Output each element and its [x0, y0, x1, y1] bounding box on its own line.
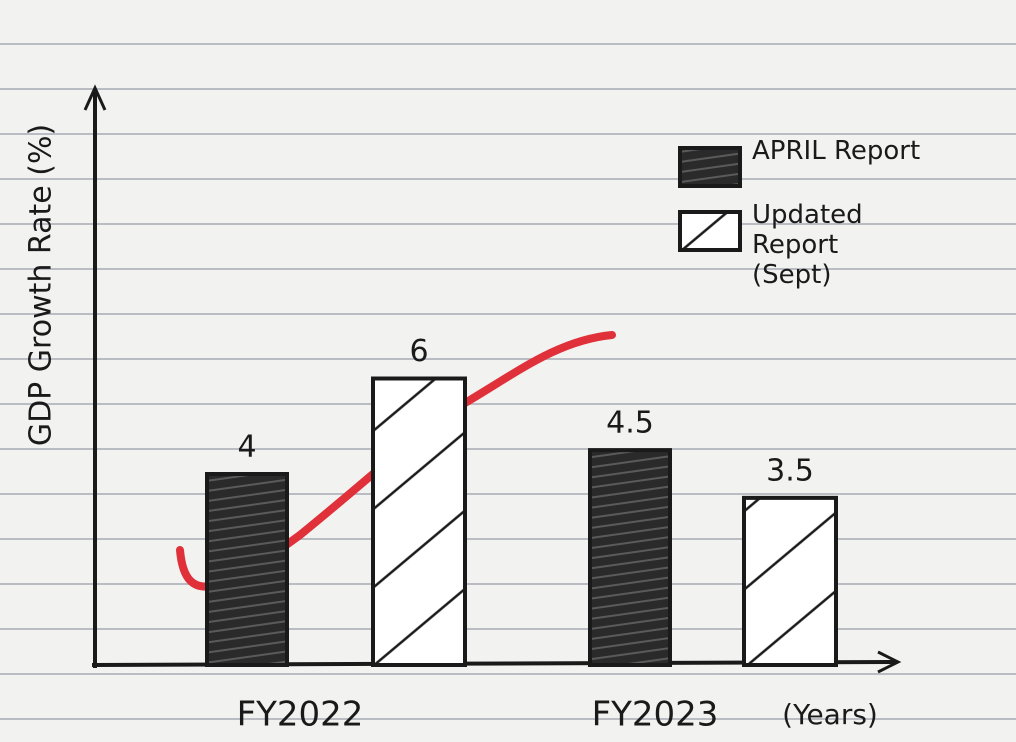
- value-label: 6: [409, 334, 428, 369]
- x-axis-label: (Years): [782, 698, 878, 731]
- bar: [373, 379, 465, 666]
- x-tick-label: FY2022: [237, 695, 364, 735]
- x-tick-label: FY2023: [592, 695, 719, 735]
- bar: [207, 474, 287, 665]
- y-axis-label: GDP Growth Rate (%): [24, 124, 59, 446]
- legend: APRIL Report Updated Report (Sept): [680, 136, 952, 310]
- value-label: 4.5: [606, 406, 654, 441]
- bar: [590, 450, 670, 665]
- bar: [744, 498, 836, 665]
- legend-swatch: [680, 212, 740, 250]
- legend-label: Updated Report (Sept): [752, 200, 922, 290]
- value-label: 3.5: [766, 453, 814, 488]
- chart: GDP Growth Rate (%) (Years) APRIL Report…: [0, 0, 1016, 742]
- legend-entry: Updated Report (Sept): [752, 200, 952, 310]
- value-label: 4: [237, 430, 256, 465]
- legend-label: APRIL Report: [752, 136, 952, 166]
- legend-swatch: [680, 148, 740, 186]
